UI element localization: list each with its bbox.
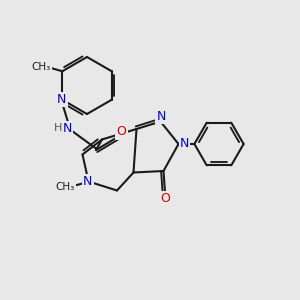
Text: H: H [53, 123, 62, 133]
Text: N: N [83, 175, 93, 188]
Text: CH₃: CH₃ [56, 182, 75, 192]
Text: N: N [63, 122, 72, 136]
Text: O: O [161, 192, 170, 205]
Text: N: N [180, 137, 189, 150]
Text: CH₃: CH₃ [32, 62, 51, 72]
Text: N: N [156, 110, 166, 123]
Text: O: O [117, 125, 126, 139]
Text: N: N [57, 93, 66, 106]
